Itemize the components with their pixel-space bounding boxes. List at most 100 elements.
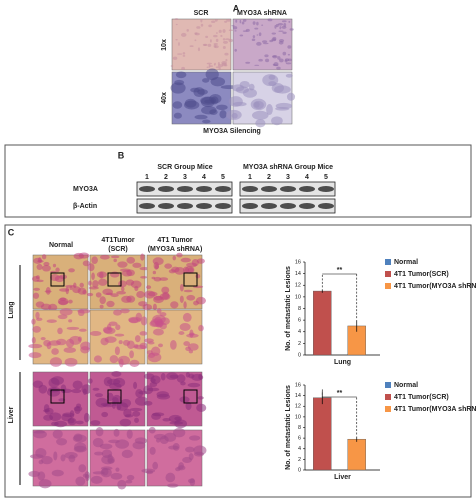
y-tick-label: 0 [298,352,301,358]
texture [89,330,102,336]
texture [93,355,102,363]
texture [202,78,210,83]
texture [225,38,230,41]
texture [115,467,120,472]
texture [134,417,139,423]
y-tick-label: 16 [295,382,301,388]
texture [228,38,233,43]
texture [218,66,221,71]
lane-number: 5 [221,174,225,181]
texture [190,87,200,93]
texture [122,339,131,346]
texture [159,277,169,281]
texture [78,464,87,473]
texture [279,26,282,30]
texture [206,66,209,69]
texture [198,373,203,380]
texture [106,300,115,308]
panel-label: C [8,227,15,237]
legend-label: 4T1 Tumor(MYO3A shRNA) [394,283,476,290]
column-label: 4T1Tumor [101,237,135,244]
texture [135,389,144,398]
texture [38,384,48,394]
texture [197,396,204,400]
texture [50,274,60,282]
texture [66,326,80,330]
texture [222,38,226,41]
texture [71,388,82,394]
texture [28,343,43,349]
texture [99,304,104,309]
texture [167,483,179,488]
texture [51,469,64,477]
texture [99,443,113,450]
texture [33,287,41,291]
texture [218,29,222,33]
texture [73,406,83,412]
y-tick-label: 6 [298,318,301,324]
texture [43,339,51,347]
texture [162,417,171,422]
texture [183,341,190,347]
texture [78,252,90,259]
texture [208,24,212,28]
texture [43,404,50,413]
texture [271,32,277,35]
texture [155,437,161,443]
texture [182,54,186,57]
bar [347,438,366,471]
texture [90,420,101,426]
texture [77,309,85,317]
band [158,203,174,209]
band [318,186,334,192]
legend-swatch [385,406,391,412]
texture [254,101,260,108]
band [299,186,315,192]
texture [110,271,120,278]
texture [179,283,184,292]
texture [82,473,88,478]
row-label: 40x [161,92,168,104]
band [196,186,212,192]
texture [205,68,219,81]
texture [57,314,68,320]
band [261,186,277,192]
texture [92,471,105,475]
lane-number: 3 [286,174,290,181]
texture [179,295,184,303]
legend-label: Normal [394,382,418,389]
legend-swatch [385,394,391,400]
texture [282,31,287,35]
texture [151,276,156,280]
texture [53,451,58,461]
band [242,186,258,192]
texture [148,426,156,434]
texture [183,301,187,309]
texture [114,346,120,356]
texture [60,454,66,462]
texture [170,82,186,94]
y-tick-label: 10 [295,294,301,300]
texture [258,32,262,37]
texture [65,286,69,295]
texture [152,461,159,470]
texture [40,337,46,341]
texture [164,263,173,269]
lane-number: 2 [267,174,271,181]
texture [102,326,113,334]
column-label: (MYO3A shRNA) [148,246,203,253]
texture [98,278,108,286]
texture [57,297,69,306]
texture [46,319,57,323]
texture [65,284,76,288]
texture [225,58,228,62]
texture [197,89,208,95]
texture [140,316,148,326]
texture [46,388,61,397]
texture [200,18,203,23]
texture [153,276,162,282]
texture [274,24,277,29]
texture [278,30,284,32]
texture [189,329,194,338]
texture [119,418,132,427]
